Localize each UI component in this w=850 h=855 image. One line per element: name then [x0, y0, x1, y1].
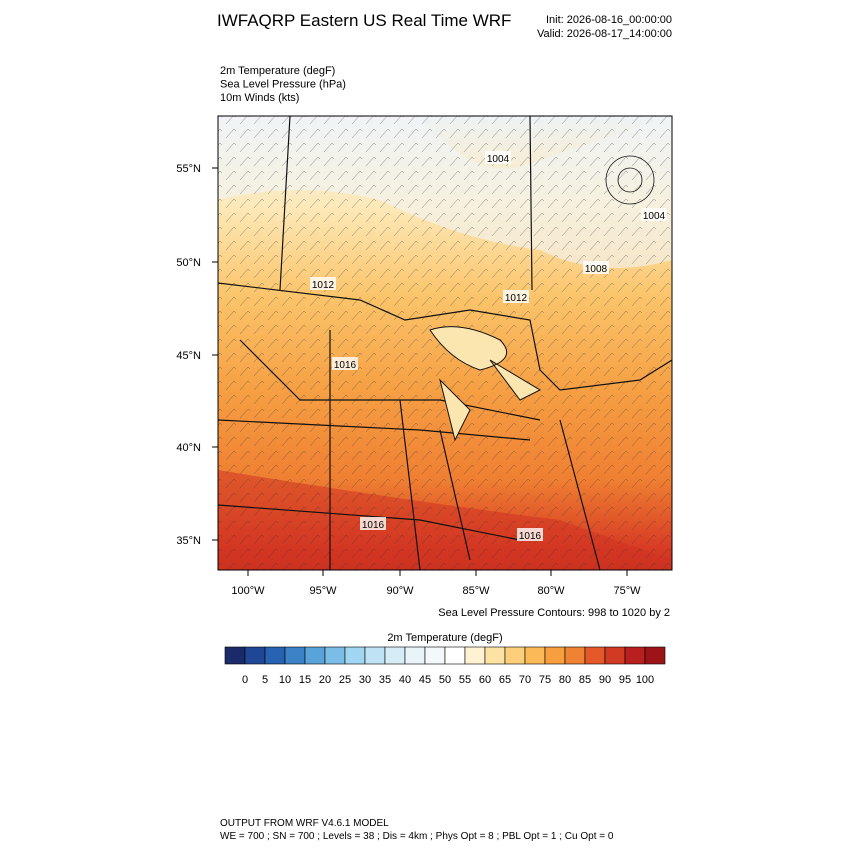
colorbar-swatch	[404, 646, 426, 665]
init-time: Init: 2026-08-16_00:00:00	[546, 14, 672, 26]
title: IWFAQRP Eastern US Real Time WRF	[217, 11, 511, 30]
map-frame	[217, 115, 673, 571]
map: 1004 1004 1008 1012 1012 1016 1016 1016	[218, 116, 672, 570]
colorbar-label: 25	[339, 674, 351, 686]
pressure-label: 1004	[487, 154, 510, 165]
colorbar-label: 50	[439, 674, 451, 686]
colorbar-swatch	[464, 646, 486, 665]
pressure-label-box	[583, 261, 609, 274]
great-lakes	[429, 326, 542, 442]
lon-label: 90°W	[386, 585, 414, 597]
colorbar-swatch	[604, 646, 626, 665]
pressure-label: 1016	[362, 520, 385, 531]
lat-label: 50°N	[176, 257, 201, 269]
colorbar-swatch	[224, 646, 246, 665]
pressure-label: 1012	[312, 280, 335, 291]
colorbar-label: 100	[636, 674, 654, 686]
colorbar-swatch	[584, 646, 606, 665]
colorbar-label: 35	[379, 674, 391, 686]
colorbar-label: 65	[499, 674, 511, 686]
colorbar-label: 5	[262, 674, 268, 686]
colorbar-swatch	[484, 646, 506, 665]
pressure-label: 1012	[505, 293, 528, 304]
colorbar-label: 90	[599, 674, 611, 686]
colorbar-swatch	[364, 646, 386, 665]
footer-line: OUTPUT FROM WRF V4.6.1 MODEL	[220, 818, 389, 829]
colorbar-label: 10	[279, 674, 291, 686]
colorbar-label: 85	[579, 674, 591, 686]
colorbar-swatch	[524, 646, 546, 665]
field-label: 2m Temperature (degF)	[220, 65, 335, 77]
pressure-label-box	[360, 517, 386, 530]
colorbar-swatch	[624, 646, 646, 665]
contour-note: Sea Level Pressure Contours: 998 to 1020…	[438, 607, 670, 619]
colorbar-label: 0	[242, 674, 248, 686]
field-labels: 2m Temperature (degF) Sea Level Pressure …	[220, 65, 346, 104]
pressure-contour	[605, 155, 655, 205]
pressure-label-box	[517, 528, 543, 541]
colorbar-label: 30	[359, 674, 371, 686]
colorbar-label: 60	[479, 674, 491, 686]
colorbar-label: 70	[519, 674, 531, 686]
lon-label: 80°W	[537, 585, 565, 597]
pressure-label: 1016	[334, 360, 357, 371]
colorbar-swatch	[384, 646, 406, 665]
colorbar-swatch	[304, 646, 326, 665]
colorbar-label: 75	[539, 674, 551, 686]
valid-time: Valid: 2026-08-17_14:00:00	[537, 28, 672, 40]
colorbar-label: 15	[299, 674, 311, 686]
pressure-label: 1016	[519, 531, 542, 542]
colorbar-swatch	[444, 646, 466, 665]
lat-label: 45°N	[176, 350, 201, 362]
field-label: Sea Level Pressure (hPa)	[220, 79, 346, 91]
colorbar-label: 55	[459, 674, 471, 686]
lat-label: 40°N	[176, 442, 201, 454]
colorbar-label: 20	[319, 674, 331, 686]
pressure-label-box	[332, 357, 358, 370]
colorbar-swatch	[504, 646, 526, 665]
lon-label: 85°W	[462, 585, 490, 597]
pressure-label-box	[485, 151, 511, 164]
lon-label: 100°W	[231, 585, 265, 597]
colorbar-swatch	[544, 646, 566, 665]
footer-line: WE = 700 ; SN = 700 ; Levels = 38 ; Dis …	[220, 831, 614, 842]
colorbar-swatch	[644, 646, 666, 665]
lat-label: 35°N	[176, 535, 201, 547]
pressure-contour	[617, 167, 643, 193]
colorbar-label: 80	[559, 674, 571, 686]
colorbar-swatch	[324, 646, 346, 665]
colorbar-swatch	[284, 646, 306, 665]
colorbar-swatch	[564, 646, 586, 665]
boundaries	[218, 116, 672, 570]
colorbar-title: 2m Temperature (degF)	[387, 632, 502, 644]
colorbar-label: 95	[619, 674, 631, 686]
pressure-label-box	[503, 290, 529, 303]
colorbar-swatch	[424, 646, 446, 665]
pressure-label: 1008	[585, 264, 608, 275]
pressure-label: 1004	[643, 211, 666, 222]
colorbar: 0 5 10 15 20 25 30 35 40 45 50 55 60 65 70 75 80 85 90 95 10…	[224, 646, 666, 686]
colorbar-swatch	[264, 646, 286, 665]
pressure-label-box	[641, 208, 667, 221]
lon-label: 95°W	[309, 585, 337, 597]
colorbar-label: 45	[419, 674, 431, 686]
colorbar-swatch	[344, 646, 366, 665]
colorbar-swatch	[244, 646, 266, 665]
lon-label: 75°W	[613, 585, 641, 597]
lat-label: 55°N	[176, 163, 201, 175]
field-label: 10m Winds (kts)	[220, 92, 299, 104]
colorbar-label: 40	[399, 674, 411, 686]
pressure-label-box	[310, 277, 336, 290]
